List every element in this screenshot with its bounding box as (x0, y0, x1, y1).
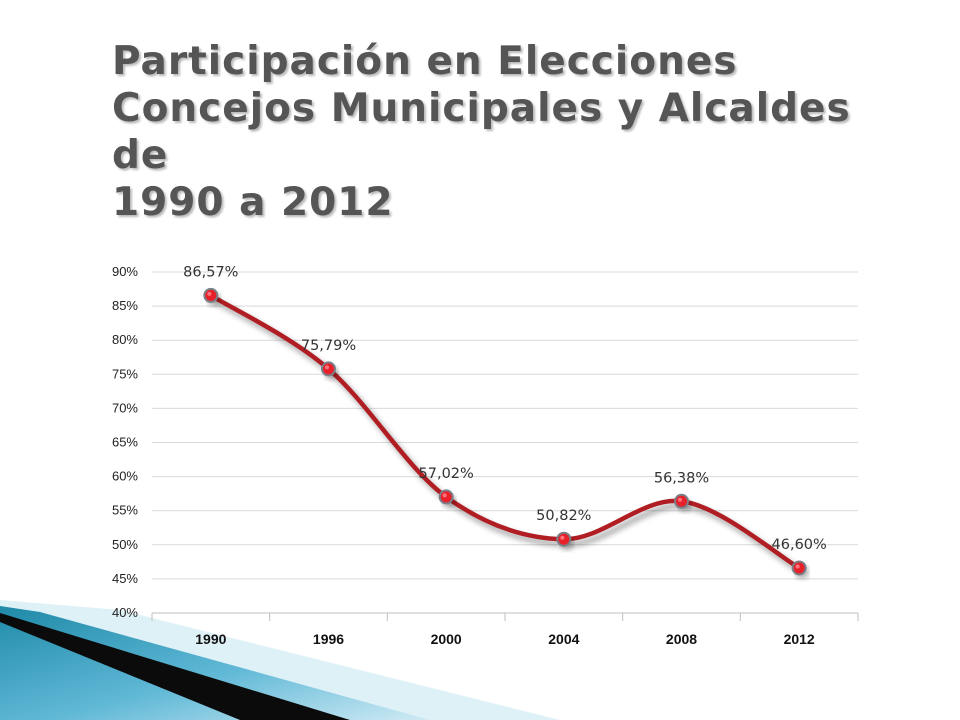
data-label-2004: 50,82% (536, 508, 591, 524)
data-point-highlight (442, 493, 447, 498)
x-tick-label: 1996 (313, 631, 344, 647)
decoration-band-teal (0, 606, 430, 720)
x-tick-label: 1990 (195, 631, 226, 647)
data-point-highlight (560, 535, 565, 540)
y-tick-label: 85% (112, 298, 138, 313)
slide-title-line-2: Concejos Municipales y Alcaldes de (112, 86, 851, 178)
y-tick-label: 55% (112, 503, 138, 518)
data-point-2012 (791, 560, 807, 576)
data-label-1996: 75,79% (301, 338, 356, 354)
y-tick-label: 40% (112, 605, 138, 620)
x-tick-label: 2012 (784, 631, 815, 647)
data-label-2008: 56,38% (654, 470, 709, 486)
data-point-highlight (325, 365, 329, 370)
data-label-1990: 86,57% (183, 264, 238, 280)
x-axis (151, 612, 859, 621)
x-tick-label: 2004 (548, 631, 579, 647)
data-labels: 86,57% 75,79% 57,02% 50,82% 56,38% 46,60% (183, 264, 827, 553)
y-tick-label: 90% (112, 264, 138, 279)
slide-title: Participación en Elecciones Concejos Mun… (112, 38, 912, 226)
series-1 (208, 293, 805, 576)
y-tick-label: 70% (112, 400, 138, 415)
data-label-2012: 46,60% (772, 537, 827, 553)
x-tick-label: 2000 (431, 631, 462, 647)
data-point-1990 (203, 287, 219, 303)
y-tick-label: 60% (112, 469, 138, 484)
y-axis-ticks: 40% 45% 50% 55% 60% 65% 70% 75% 80% 85% 90% (112, 264, 138, 620)
series-markers (203, 287, 810, 579)
data-point-2008 (674, 493, 689, 509)
data-point-2004 (556, 531, 572, 547)
data-point-2000 (438, 489, 454, 505)
y-tick-label: 65% (112, 435, 138, 450)
slide-title-line-1: Participación en Elecciones (112, 39, 738, 84)
grid-lines (152, 271, 858, 580)
y-tick-label: 45% (112, 571, 138, 586)
x-axis-ticks: 1990 1996 2000 2004 2008 2012 (195, 631, 815, 647)
y-tick-label: 50% (112, 537, 138, 552)
series-line (208, 293, 802, 571)
data-label-2000: 57,02% (419, 466, 474, 482)
y-tick-label: 80% (112, 332, 138, 347)
data-point-highlight (795, 564, 800, 569)
decoration-band-dark (0, 613, 350, 720)
data-point-highlight (678, 497, 682, 502)
slide-title-line-3: 1990 a 2012 (112, 180, 394, 225)
y-tick-label: 75% (112, 366, 138, 381)
x-tick-label: 2008 (666, 631, 697, 647)
data-point-1996 (321, 361, 336, 377)
data-point-highlight (207, 291, 212, 296)
